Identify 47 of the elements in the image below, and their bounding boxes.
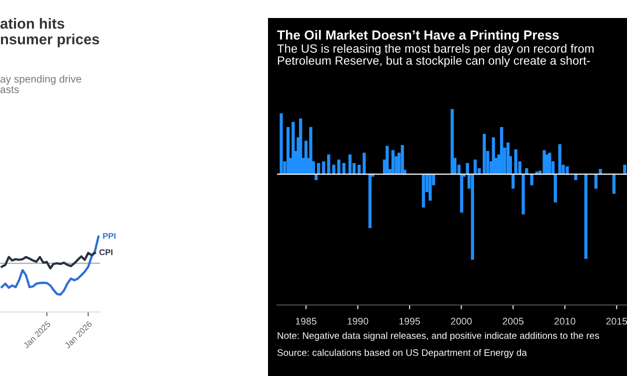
bar	[566, 166, 569, 174]
bar	[500, 127, 504, 174]
series-label: PPI	[103, 233, 116, 239]
chart-subtitle: ay spending drive asts	[0, 75, 82, 94]
bar	[358, 164, 361, 174]
bar	[612, 174, 616, 194]
bar	[337, 160, 340, 174]
bar	[299, 118, 302, 174]
x-tick-label: 2015	[606, 318, 627, 325]
bar	[548, 152, 552, 174]
bar	[391, 150, 395, 174]
x-tick-label: 1990	[348, 318, 368, 325]
bar	[574, 174, 578, 180]
bar	[594, 174, 598, 189]
bar	[400, 145, 404, 174]
bar	[428, 174, 432, 201]
text: Note: Negative data signal releases, and positive indicate additions to the res	[278, 332, 600, 341]
x-tick-label: 2005	[502, 318, 524, 325]
bar	[530, 174, 534, 186]
bar	[558, 144, 562, 174]
bar	[542, 150, 546, 174]
bar	[450, 109, 454, 174]
bar	[280, 113, 283, 174]
bar	[422, 174, 425, 208]
bar	[342, 163, 346, 174]
bar	[292, 122, 295, 174]
bar	[286, 127, 290, 174]
bar	[362, 152, 366, 174]
bar	[584, 174, 588, 259]
bar	[386, 146, 389, 174]
x-tick-label: 2000	[450, 318, 472, 325]
bar	[348, 154, 352, 174]
bar	[322, 161, 326, 174]
x-tick-label: 2010	[554, 318, 576, 325]
bar	[327, 154, 330, 174]
chart-subtitle: The US is releasing the most barrels per day on record from Petroleum Reserve, but a stockpile can only create a short-	[277, 44, 594, 68]
x-tick-label: 1985	[296, 318, 316, 325]
x-tick-label: 1995	[399, 318, 420, 325]
chart-title: The Oil Market Doesn’t Have a Printing Press	[277, 30, 559, 42]
bar	[368, 174, 372, 228]
source-note: Source: calculations based on US Department of Energy da	[277, 349, 527, 358]
series-label: CPI	[99, 249, 112, 256]
bar	[522, 174, 525, 214]
bar	[332, 164, 336, 174]
bar	[482, 134, 486, 174]
chart-title: ation hits nsumer prices	[0, 18, 100, 48]
bar	[623, 164, 626, 174]
